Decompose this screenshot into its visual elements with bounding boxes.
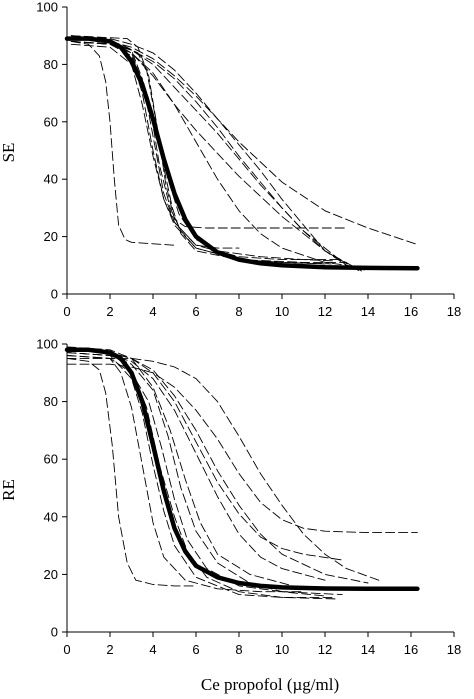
y-tick-label: 80 <box>44 394 58 409</box>
individual-curve <box>66 357 380 581</box>
x-tick-label: 18 <box>447 304 461 319</box>
x-tick-label: 8 <box>235 642 242 657</box>
y-tick-label: 0 <box>51 287 58 302</box>
x-tick-label: 16 <box>404 642 418 657</box>
x-tick-label: 12 <box>318 304 332 319</box>
x-tick-label: 10 <box>275 304 289 319</box>
x-tick-label: 4 <box>149 642 156 657</box>
x-tick-label: 2 <box>106 304 113 319</box>
individual-curve <box>70 40 345 229</box>
x-tick-label: 12 <box>318 642 332 657</box>
x-tick-label: 0 <box>63 304 70 319</box>
individual-curve <box>66 352 326 597</box>
x-tick-label: 16 <box>404 304 418 319</box>
individual-curve <box>66 346 341 590</box>
individual-curve <box>70 38 339 261</box>
individual-curve <box>66 349 369 584</box>
x-tick-label: 14 <box>361 304 375 319</box>
x-tick-label: 2 <box>106 642 113 657</box>
individual-curve <box>66 352 326 581</box>
y-tick-label: 40 <box>44 172 58 187</box>
population-curve <box>64 36 420 271</box>
individual-curve <box>70 35 360 272</box>
y-tick-label: 40 <box>44 509 58 524</box>
individual-curve <box>70 38 352 269</box>
individual-curve <box>70 43 326 265</box>
individual-curve <box>70 38 416 245</box>
x-tick-label: 6 <box>192 642 199 657</box>
individual-curve <box>66 352 337 598</box>
individual-curve <box>70 40 369 269</box>
individual-curve <box>70 40 369 272</box>
individual-curve <box>70 40 175 246</box>
y-tick-label: 0 <box>51 625 58 640</box>
x-tick-label: 0 <box>63 642 70 657</box>
y-tick-label: 60 <box>44 452 58 467</box>
individual-curve <box>66 363 418 534</box>
y-tick-label: 100 <box>36 337 58 352</box>
individual-curve <box>66 355 343 596</box>
x-tick-label: 6 <box>192 304 199 319</box>
y-axis-label: RE <box>0 479 18 501</box>
y-tick-label: 100 <box>36 0 58 15</box>
individual-curve <box>66 357 197 587</box>
x-axis-label: Ce propofol (µg/ml) <box>201 675 339 694</box>
y-tick-label: 20 <box>44 229 58 244</box>
x-tick-label: 8 <box>235 304 242 319</box>
individual-curve <box>66 349 343 561</box>
x-tick-label: 4 <box>149 304 156 319</box>
individual-curve <box>70 38 363 272</box>
population-curve <box>64 347 420 592</box>
y-axis-label: SE <box>0 143 18 163</box>
x-tick-label: 14 <box>361 642 375 657</box>
re-panel: 0 20 40 60 80 100 0 2 4 6 8 10 12 14 16 18 RE <box>0 337 461 658</box>
x-tick-label: 18 <box>447 642 461 657</box>
y-tick-label: 20 <box>44 567 58 582</box>
se-panel: 0 20 40 60 80 100 0 2 4 6 8 10 12 14 16 18 SE <box>0 0 461 319</box>
individual-curve <box>70 35 240 249</box>
x-tick-label: 10 <box>275 642 289 657</box>
y-tick-label: 60 <box>44 114 58 129</box>
individual-curve <box>66 355 304 593</box>
individual-curve <box>66 349 337 600</box>
y-tick-label: 80 <box>44 57 58 72</box>
